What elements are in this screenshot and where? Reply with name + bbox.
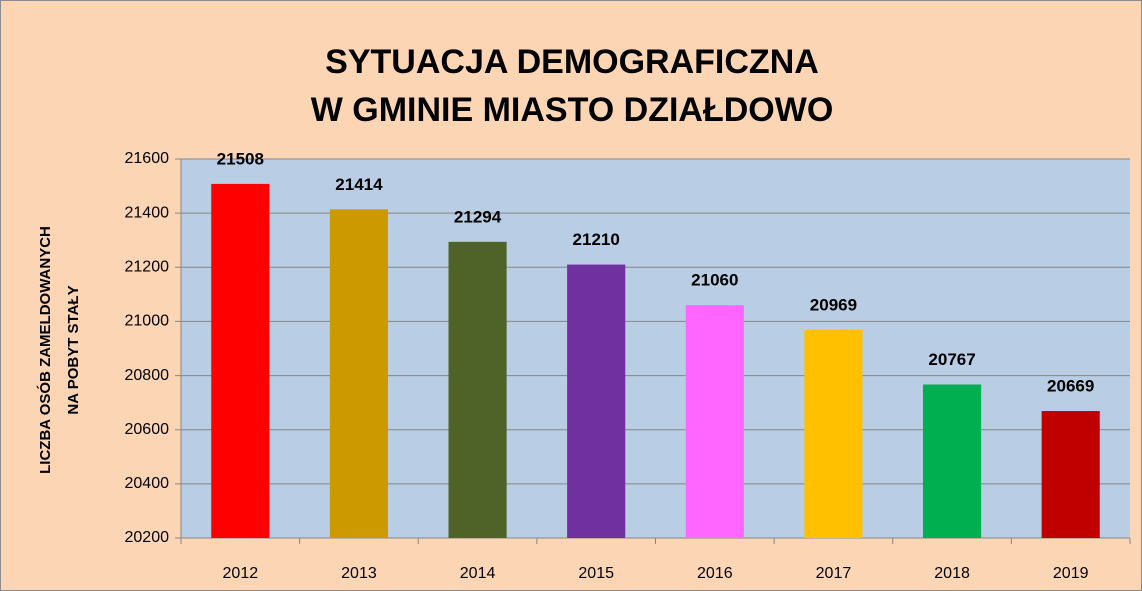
bar [685,305,744,538]
y-axis-label-line: NA POBYT STAŁY [65,285,82,414]
bar [567,264,626,538]
bar [329,209,389,539]
bar [448,241,507,539]
chart-title: W GMINIE MIASTO DZIAŁDOWO [311,91,834,129]
data-label: 20669 [1047,377,1094,396]
y-tick-label: 20200 [125,529,170,546]
x-tick-label: 2018 [934,565,970,582]
y-axis-label: LICZBA OSÓB ZAMELDOWANYCH NA POBYT STAŁY [36,226,82,474]
x-tick-label: 2013 [341,565,377,582]
data-label: 21060 [691,271,738,290]
y-tick-label: 20600 [125,421,170,438]
x-tick-label: 2017 [816,565,852,582]
x-tick-label: 2016 [697,565,733,582]
bar [211,183,270,539]
data-label: 20969 [810,295,857,314]
data-label: 21414 [335,175,383,194]
y-tick-label: 21400 [125,204,170,221]
y-tick-label: 21600 [125,150,170,167]
x-tick-label: 2015 [578,565,614,582]
y-axis-label-line: LICZBA OSÓB ZAMELDOWANYCH [36,226,54,474]
y-tick-label: 20400 [125,475,170,492]
data-label: 21210 [573,230,620,249]
y-tick-label: 20800 [125,367,170,384]
data-label: 20767 [928,350,975,369]
x-tick-label: 2012 [223,565,259,582]
bar [804,329,863,538]
bar [922,384,982,538]
chart-title: SYTUACJA DEMOGRAFICZNA [325,43,819,81]
y-tick-label: 21200 [125,259,170,276]
data-label: 21294 [454,207,502,226]
x-tick-label: 2019 [1053,565,1089,582]
x-tick-label: 2014 [460,565,496,582]
data-label: 21508 [217,149,264,168]
y-tick-label: 21000 [125,313,170,330]
bar [1041,411,1100,538]
plot-area [181,159,1130,538]
